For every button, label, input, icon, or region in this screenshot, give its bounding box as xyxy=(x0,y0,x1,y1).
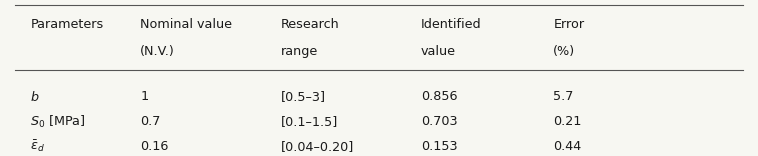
Text: [0.04–0.20]: [0.04–0.20] xyxy=(280,140,354,153)
Text: Parameters: Parameters xyxy=(30,18,104,32)
Text: $b$: $b$ xyxy=(30,90,40,104)
Text: value: value xyxy=(421,45,456,58)
Text: 0.16: 0.16 xyxy=(140,140,168,153)
Text: Error: Error xyxy=(553,18,584,32)
Text: [0.1–1.5]: [0.1–1.5] xyxy=(280,115,338,128)
Text: 0.7: 0.7 xyxy=(140,115,161,128)
Text: 0.153: 0.153 xyxy=(421,140,457,153)
Text: 5.7: 5.7 xyxy=(553,90,574,103)
Text: range: range xyxy=(280,45,318,58)
Text: 1: 1 xyxy=(140,90,149,103)
Text: 0.856: 0.856 xyxy=(421,90,457,103)
Text: Research: Research xyxy=(280,18,340,32)
Text: (%): (%) xyxy=(553,45,575,58)
Text: 0.703: 0.703 xyxy=(421,115,457,128)
Text: $S_0$ [MPa]: $S_0$ [MPa] xyxy=(30,114,86,130)
Text: $\bar{\varepsilon}_d$: $\bar{\varepsilon}_d$ xyxy=(30,139,45,154)
Text: [0.5–3]: [0.5–3] xyxy=(280,90,325,103)
Text: Nominal value: Nominal value xyxy=(140,18,232,32)
Text: 0.21: 0.21 xyxy=(553,115,581,128)
Text: (N.V.): (N.V.) xyxy=(140,45,175,58)
Text: Identified: Identified xyxy=(421,18,481,32)
Text: 0.44: 0.44 xyxy=(553,140,581,153)
